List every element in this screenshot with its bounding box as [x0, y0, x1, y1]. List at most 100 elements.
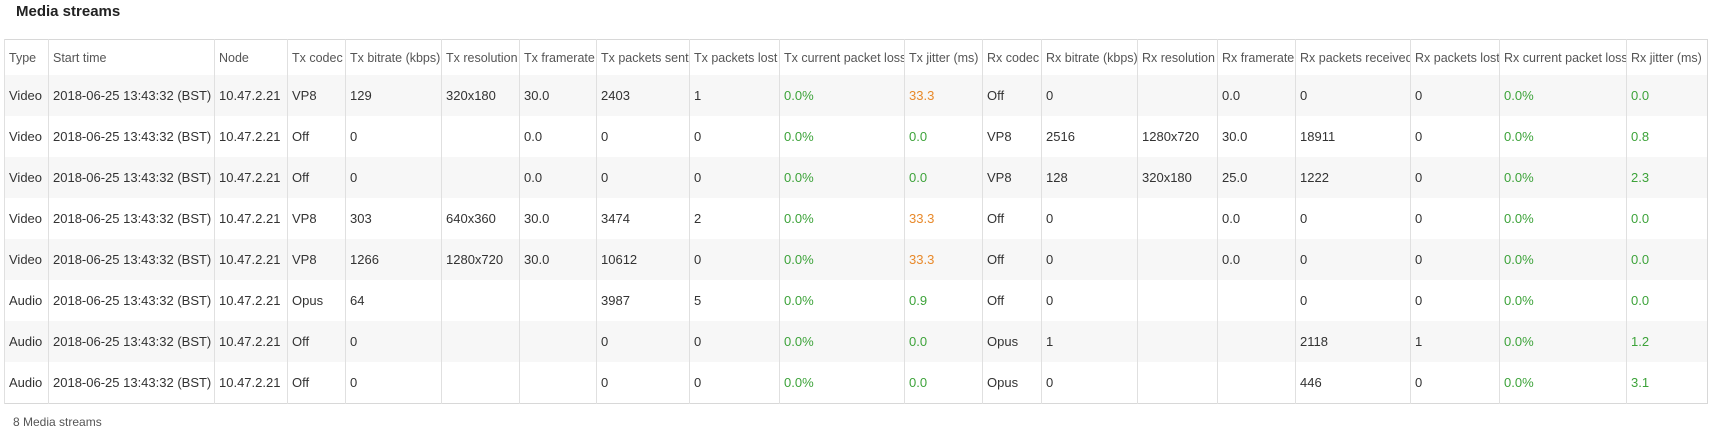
cell: 0 — [1295, 198, 1411, 239]
cell: 0 — [1041, 75, 1138, 116]
cell: 0.0% — [779, 321, 905, 362]
cell: 10.47.2.21 — [214, 362, 288, 404]
cell: 0 — [1410, 157, 1500, 198]
column-header: Rx jitter (ms) — [1626, 39, 1708, 75]
cell: Off — [287, 321, 346, 362]
cell: 0.0% — [1499, 362, 1627, 404]
stream-row: Video 2018-06-25 13:43:32 (BST) 10.47.2.21… — [4, 75, 1708, 116]
column-header: Start time — [48, 39, 215, 75]
cell: 2018-06-25 13:43:32 (BST) — [48, 239, 215, 280]
cell: 446 — [1295, 362, 1411, 404]
cell: 1 — [689, 75, 780, 116]
cell: 10.47.2.21 — [214, 116, 288, 157]
column-header: Rx framerate — [1217, 39, 1296, 75]
cell: 10612 — [596, 239, 690, 280]
stream-row: Video 2018-06-25 13:43:32 (BST) 10.47.2.21… — [4, 116, 1708, 157]
cell: 0 — [1295, 280, 1411, 321]
column-header: Rx packets received — [1295, 39, 1411, 75]
cell: Opus — [982, 321, 1042, 362]
cell: Video — [4, 157, 49, 198]
stream-row: Audio 2018-06-25 13:43:32 (BST) 10.47.2.21… — [4, 321, 1708, 362]
cell: 0 — [1410, 75, 1500, 116]
cell: Off — [982, 75, 1042, 116]
cell: 2018-06-25 13:43:32 (BST) — [48, 157, 215, 198]
cell: 0.0 — [1626, 239, 1708, 280]
cell: 0 — [345, 321, 442, 362]
cell: Audio — [4, 280, 49, 321]
cell: 30.0 — [1217, 116, 1296, 157]
cell: 0.0 — [519, 157, 597, 198]
cell — [519, 280, 597, 321]
cell: 0 — [1041, 362, 1138, 404]
cell — [441, 362, 520, 404]
cell: 33.3 — [904, 239, 983, 280]
cell: 0 — [1410, 198, 1500, 239]
cell — [1217, 321, 1296, 362]
column-header: Type — [4, 39, 49, 75]
cell: 33.3 — [904, 198, 983, 239]
cell: 0.0 — [904, 321, 983, 362]
cell: 0 — [596, 157, 690, 198]
cell: 0.0% — [779, 75, 905, 116]
cell: 3.1 — [1626, 362, 1708, 404]
column-header: Tx packets sent — [596, 39, 690, 75]
cell: 64 — [345, 280, 442, 321]
cell: 0.0% — [779, 280, 905, 321]
cell: Video — [4, 198, 49, 239]
cell: 0 — [1295, 239, 1411, 280]
cell: Off — [982, 198, 1042, 239]
cell: 0 — [689, 362, 780, 404]
cell — [1137, 362, 1218, 404]
cell: 0.9 — [904, 280, 983, 321]
cell: 2018-06-25 13:43:32 (BST) — [48, 321, 215, 362]
cell: Video — [4, 75, 49, 116]
cell: Audio — [4, 362, 49, 404]
cell: 1.2 — [1626, 321, 1708, 362]
column-header: Rx resolution — [1137, 39, 1218, 75]
cell: 2.3 — [1626, 157, 1708, 198]
column-header: Rx codec — [982, 39, 1042, 75]
cell: Audio — [4, 321, 49, 362]
cell: 2 — [689, 198, 780, 239]
cell — [1137, 280, 1218, 321]
cell: 3474 — [596, 198, 690, 239]
cell: Video — [4, 116, 49, 157]
cell — [1137, 321, 1218, 362]
cell: 0.8 — [1626, 116, 1708, 157]
cell — [1137, 75, 1218, 116]
cell — [1217, 362, 1296, 404]
panel-title: Media streams — [16, 3, 121, 20]
column-header: Tx jitter (ms) — [904, 39, 983, 75]
cell: 0.0% — [779, 198, 905, 239]
cell: 0 — [689, 157, 780, 198]
cell: 0 — [596, 362, 690, 404]
cell — [1217, 280, 1296, 321]
column-header: Rx current packet loss — [1499, 39, 1627, 75]
column-header: Tx codec — [287, 39, 346, 75]
cell: 0.0% — [779, 362, 905, 404]
column-header: Tx framerate — [519, 39, 597, 75]
cell: 640x360 — [441, 198, 520, 239]
cell: 0 — [1410, 239, 1500, 280]
cell — [441, 280, 520, 321]
cell: Off — [982, 280, 1042, 321]
cell: 2018-06-25 13:43:32 (BST) — [48, 116, 215, 157]
cell: 2018-06-25 13:43:32 (BST) — [48, 75, 215, 116]
cell: 2018-06-25 13:43:32 (BST) — [48, 280, 215, 321]
stream-row: Video 2018-06-25 13:43:32 (BST) 10.47.2.21… — [4, 157, 1708, 198]
cell: 2018-06-25 13:43:32 (BST) — [48, 362, 215, 404]
cell: 5 — [689, 280, 780, 321]
cell: 1 — [1410, 321, 1500, 362]
cell: 33.3 — [904, 75, 983, 116]
cell: 0.0% — [1499, 198, 1627, 239]
cell: 303 — [345, 198, 442, 239]
column-header: Rx bitrate (kbps) — [1041, 39, 1138, 75]
cell: 0.0 — [1217, 239, 1296, 280]
cell: 1266 — [345, 239, 442, 280]
column-header: Tx current packet loss — [779, 39, 905, 75]
cell — [519, 321, 597, 362]
cell: 10.47.2.21 — [214, 280, 288, 321]
column-header: Tx resolution — [441, 39, 520, 75]
cell: 128 — [1041, 157, 1138, 198]
